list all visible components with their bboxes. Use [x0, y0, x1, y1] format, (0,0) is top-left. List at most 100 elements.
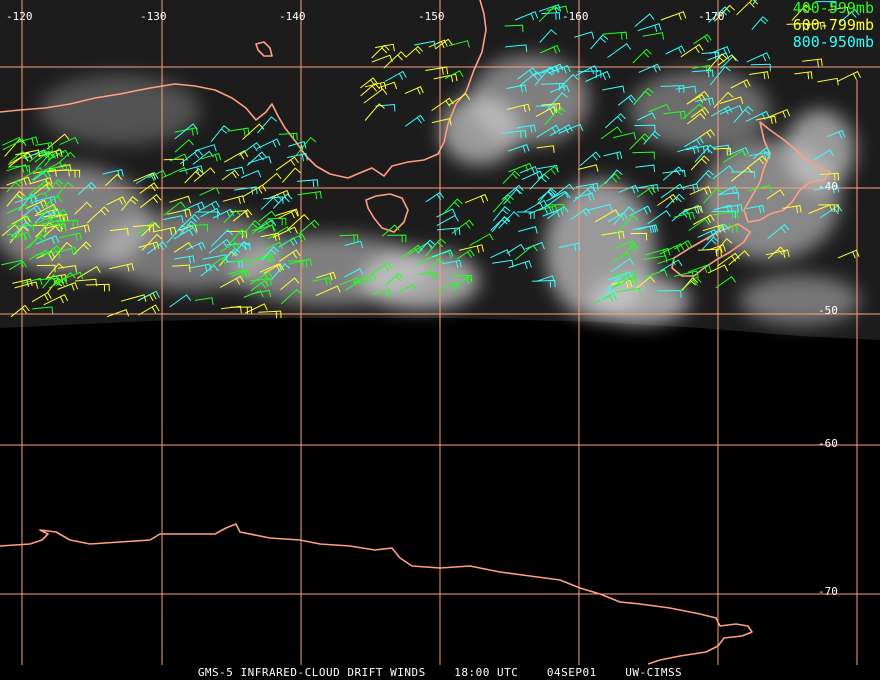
lon-label-130: -130	[140, 10, 167, 23]
wind-barb-414	[603, 151, 623, 160]
wind-barb-103	[223, 209, 242, 223]
wind-barb-512	[684, 205, 703, 214]
wind-barb-409	[712, 165, 735, 180]
wind-barb-70	[280, 277, 300, 291]
wind-barb-536	[791, 4, 812, 21]
wind-barb-568	[492, 205, 511, 222]
wind-barb-265	[418, 272, 437, 280]
wind-barb-119	[225, 166, 245, 175]
antarctica-coast	[0, 523, 753, 665]
wind-barb-370	[505, 44, 528, 52]
wind-barb-127	[173, 241, 194, 253]
wind-barb-560	[498, 211, 520, 229]
wind-barb-366	[745, 110, 770, 122]
wind-barb-27	[43, 294, 69, 306]
wind-barb-505	[706, 223, 730, 241]
wind-barb-91	[36, 250, 56, 260]
wind-barb-237	[286, 213, 310, 231]
wind-barb-97	[36, 264, 56, 273]
wind-barb-231	[2, 139, 27, 151]
wind-barb-195	[42, 195, 63, 208]
lon-label-120: -120	[6, 10, 33, 23]
wind-barb-142	[297, 179, 319, 188]
wind-barb-526	[794, 71, 813, 80]
wind-barb-479	[616, 287, 641, 296]
wind-barb-98	[229, 210, 248, 218]
wind-barb-293	[364, 103, 385, 121]
wind-barb-287	[444, 70, 464, 80]
wind-barb-110	[254, 256, 273, 264]
wind-barb-290	[363, 88, 388, 104]
wind-barb-123	[163, 158, 184, 167]
lat-label-40: -40	[818, 180, 838, 193]
wind-barb-450	[691, 69, 714, 78]
wind-barb-116	[246, 151, 267, 166]
wind-barb-564	[532, 279, 556, 288]
wind-barb-303	[425, 66, 449, 75]
wind-barb-421	[539, 44, 561, 54]
wind-barb-233	[55, 271, 76, 286]
wind-barb-488	[621, 243, 640, 258]
wind-barb-501	[695, 97, 715, 106]
wind-barb-368	[586, 203, 613, 212]
wind-barb-147	[288, 258, 313, 266]
wind-barb-149	[210, 125, 230, 143]
wind-barb-75	[76, 265, 101, 279]
legend-400-599: 400-599mb	[792, 0, 874, 17]
wind-barb-442	[508, 162, 533, 173]
wind-barb-249	[398, 284, 418, 292]
wind-barb-352	[634, 124, 656, 133]
wind-barb-148	[180, 201, 205, 212]
wind-barb-229	[46, 179, 64, 193]
wind-barb-223	[7, 233, 26, 241]
wind-barb-39	[261, 172, 282, 187]
wind-barb-328	[546, 5, 568, 14]
wind-barb-420	[617, 94, 636, 106]
wind-barb-222	[35, 142, 54, 151]
wind-barb-412	[637, 224, 659, 233]
wind-barb-41	[106, 196, 127, 206]
wind-barb-325	[535, 105, 555, 113]
wind-barb-48	[180, 213, 200, 228]
wind-barb-187	[6, 179, 24, 193]
wind-barb-416	[733, 105, 754, 124]
wind-barb-247	[417, 254, 440, 265]
wind-barb-199	[6, 190, 26, 207]
wind-barb-40	[45, 262, 65, 280]
wind-barb-310	[675, 85, 697, 94]
wind-barb-57	[169, 294, 192, 308]
wind-barb-349	[536, 145, 555, 153]
wind-barb-441	[637, 112, 656, 121]
wind-barb-234	[41, 223, 67, 232]
wind-barb-494	[614, 276, 638, 287]
lat-label-60: -60	[818, 437, 838, 450]
wind-barb-327	[660, 11, 687, 21]
wind-barb-387	[634, 13, 655, 27]
wind-barb-211	[46, 163, 69, 172]
wind-barb-174	[47, 208, 69, 223]
wind-barb-518	[782, 205, 802, 214]
wind-barb-218	[41, 245, 62, 258]
wind-barb-298	[360, 82, 381, 97]
wind-barb-291	[384, 70, 407, 82]
wind-barb-217	[6, 215, 32, 229]
wind-barb-128	[231, 240, 250, 258]
wind-barb-364	[548, 64, 571, 74]
wind-barb-86	[167, 208, 192, 218]
wind-barb-465	[687, 263, 712, 273]
wind-barb-248	[242, 219, 261, 236]
wind-barb-197	[15, 136, 39, 146]
wind-barb-177	[1, 224, 20, 237]
wind-barb-390	[717, 54, 737, 66]
image-caption: GMS-5 INFRARED-CLOUD DRIFT WINDS 18:00 U…	[0, 666, 880, 679]
wind-barb-360	[730, 171, 756, 179]
wind-barb-411	[693, 33, 712, 45]
wind-barb-544	[442, 259, 462, 269]
wind-barb-375	[604, 113, 626, 129]
wind-barb-556	[492, 194, 515, 213]
wind-barb-433	[540, 63, 564, 75]
wind-barb-539	[815, 1, 837, 9]
wind-barb-299	[434, 38, 453, 50]
wind-barb-491	[688, 218, 710, 232]
wind-barb-294	[383, 51, 407, 69]
